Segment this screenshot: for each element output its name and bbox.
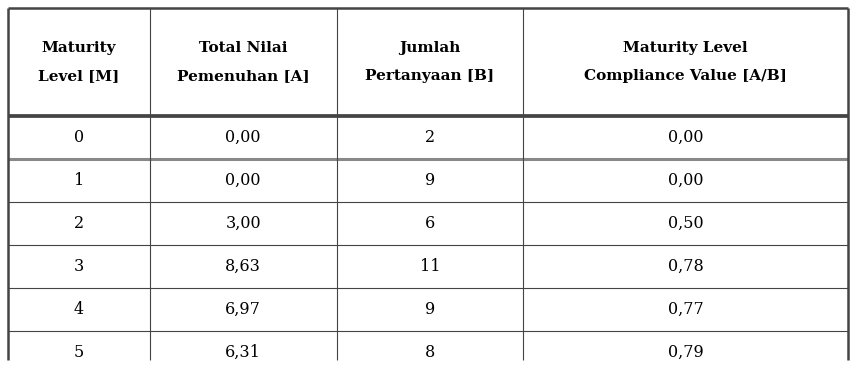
- Text: 0,00: 0,00: [668, 172, 704, 189]
- Text: Compliance Value [A/B]: Compliance Value [A/B]: [585, 69, 788, 83]
- Text: 5: 5: [74, 344, 84, 361]
- Text: Maturity Level: Maturity Level: [623, 41, 748, 55]
- Text: 9: 9: [425, 301, 435, 318]
- Text: 0: 0: [74, 129, 84, 146]
- Text: Maturity: Maturity: [42, 41, 116, 55]
- Text: 2: 2: [74, 215, 84, 232]
- Text: 0,78: 0,78: [668, 258, 704, 275]
- Text: 3: 3: [74, 258, 84, 275]
- Text: 9: 9: [425, 172, 435, 189]
- Text: 0,00: 0,00: [668, 129, 704, 146]
- Text: 0,00: 0,00: [225, 172, 261, 189]
- Text: 3,00: 3,00: [225, 215, 261, 232]
- Text: 6,97: 6,97: [225, 301, 261, 318]
- Text: 0,00: 0,00: [225, 129, 261, 146]
- Text: Total Nilai: Total Nilai: [199, 41, 288, 55]
- Text: 6: 6: [425, 215, 435, 232]
- Text: Pertanyaan [B]: Pertanyaan [B]: [366, 69, 495, 83]
- Text: 2: 2: [425, 129, 435, 146]
- Text: 11: 11: [419, 258, 440, 275]
- Text: 4: 4: [74, 301, 84, 318]
- Text: 8: 8: [425, 344, 435, 361]
- Text: 8,63: 8,63: [225, 258, 261, 275]
- Text: 0,50: 0,50: [668, 215, 704, 232]
- Text: Pemenuhan [A]: Pemenuhan [A]: [177, 69, 309, 83]
- Text: 1: 1: [74, 172, 84, 189]
- Text: 0,77: 0,77: [668, 301, 704, 318]
- Text: Jumlah: Jumlah: [399, 41, 461, 55]
- Text: 6,31: 6,31: [225, 344, 261, 361]
- Text: Level [M]: Level [M]: [39, 69, 120, 83]
- Text: 0,79: 0,79: [668, 344, 704, 361]
